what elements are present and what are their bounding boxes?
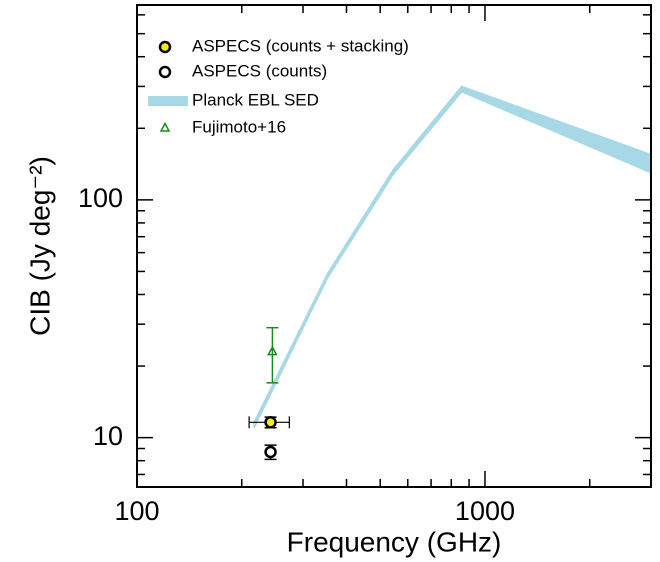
legend-label: ASPECS (counts) <box>192 61 327 80</box>
x-axis-label: Frequency (GHz) <box>287 526 502 557</box>
y-axis-label: CIB (Jy deg⁻²) <box>24 156 55 336</box>
x-tick-label: 1000 <box>455 496 515 526</box>
legend-marker <box>158 65 172 79</box>
y-tick-label: 100 <box>78 183 123 213</box>
data-point <box>264 416 277 429</box>
sed-band <box>253 85 652 429</box>
y-tick-label: 10 <box>93 421 123 451</box>
x-tick-label: 100 <box>114 496 159 526</box>
data-point <box>264 445 277 459</box>
legend-marker <box>158 40 172 54</box>
data-point <box>267 345 278 356</box>
legend-label: Fujimoto+16 <box>192 117 286 136</box>
legend-label: ASPECS (counts + stacking) <box>192 36 409 55</box>
legend-marker <box>159 121 171 132</box>
legend-label: Planck EBL SED <box>192 90 319 109</box>
plot-frame <box>136 4 652 488</box>
legend: ASPECS (counts + stacking) ASPECS (counts… <box>148 36 409 136</box>
legend-swatch <box>148 96 188 106</box>
